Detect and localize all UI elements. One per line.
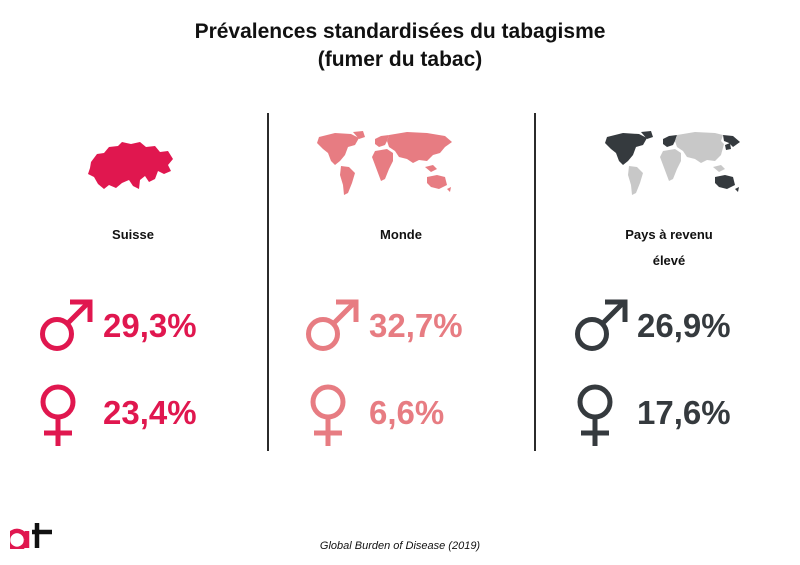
women-percentage-monde: 6,6%: [369, 394, 445, 431]
chart-title: Prévalences standardisées du tabagisme (…: [0, 18, 800, 74]
column-divider-right: [534, 113, 536, 451]
female-symbol-icon: [40, 384, 76, 446]
female-symbol-icon: [310, 384, 346, 446]
region-label-monde: Monde: [380, 227, 422, 242]
men-percentage-monde: 32,7%: [369, 307, 463, 344]
men-percentage-pays-revenu-eleve: 26,9%: [637, 307, 731, 344]
column-suisse: Suisse 29,3% 23,4%: [0, 0, 266, 470]
women-percentage-suisse: 23,4%: [103, 394, 197, 431]
column-pays-revenu-eleve: Pays à revenu élevé 26,9% 17,6%: [536, 0, 800, 470]
men-percentage-suisse: 29,3%: [103, 307, 197, 344]
world-high-income-map-icon: [605, 131, 740, 195]
male-symbol-icon: [306, 299, 359, 351]
switzerland-map-icon: [88, 142, 173, 189]
region-label-suisse: Suisse: [112, 227, 154, 242]
women-percentage-pays-revenu-eleve: 17,6%: [637, 394, 731, 431]
world-map-icon: [317, 131, 452, 195]
male-symbol-icon: [575, 299, 628, 351]
column-divider-left: [267, 113, 269, 451]
male-symbol-icon: [40, 299, 93, 351]
title-line-1: Prévalences standardisées du tabagisme: [194, 20, 606, 43]
title-line-2: (fumer du tabac): [317, 48, 483, 71]
female-symbol-icon: [577, 384, 613, 446]
source-note: Global Burden of Disease (2019): [319, 540, 481, 552]
column-monde: Monde 32,7% 6,6%: [268, 0, 534, 470]
at-logo: [10, 523, 52, 549]
region-label-pays-revenu-eleve: Pays à revenu élevé: [625, 227, 713, 268]
